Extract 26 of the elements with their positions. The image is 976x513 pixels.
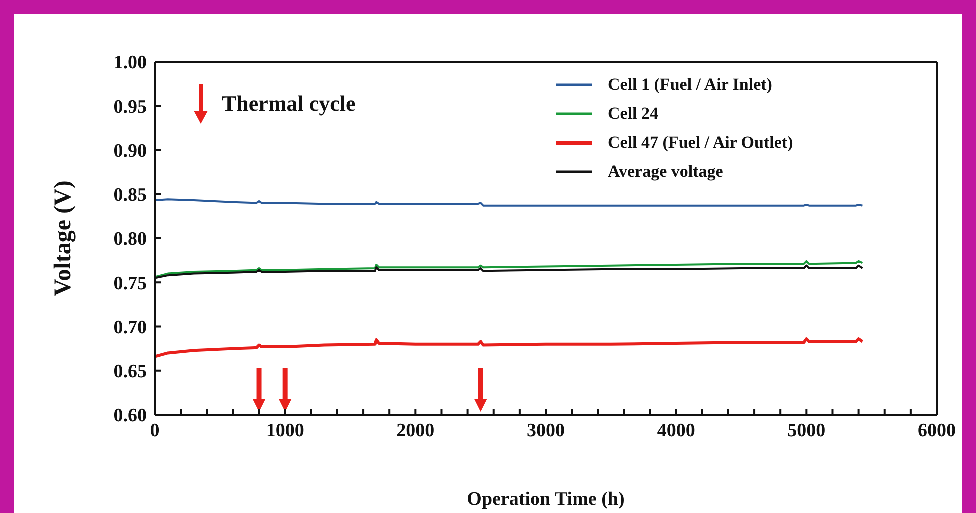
legend-label: Cell 47 (Fuel / Air Outlet) xyxy=(608,132,794,152)
legend-label: Cell 1 (Fuel / Air Inlet) xyxy=(608,74,772,94)
x-tick-label: 4000 xyxy=(657,420,696,442)
x-tick-label: 2000 xyxy=(396,420,435,442)
x-axis-title: Operation Time (h) xyxy=(467,489,625,510)
x-tick-label: 1000 xyxy=(266,420,304,442)
x-tick-label: 3000 xyxy=(527,420,565,442)
y-tick-label: 0.95 xyxy=(114,96,147,118)
y-tick-label: 0.75 xyxy=(114,273,147,294)
y-tick-label: 0.85 xyxy=(114,185,147,206)
annotation: Thermal cycle xyxy=(222,91,356,117)
line-series xyxy=(155,260,864,278)
y-tick-label: 0.80 xyxy=(114,229,147,250)
y-tick-label: 0.70 xyxy=(114,317,147,338)
line-series xyxy=(155,198,864,207)
line-series xyxy=(155,338,864,358)
y-tick-label: 0.90 xyxy=(114,140,147,162)
legend-label: Cell 24 xyxy=(608,104,659,124)
y-axis-title: Voltage (V) xyxy=(50,180,77,296)
x-tick-label: 5000 xyxy=(788,420,826,442)
x-tick-label: 0 xyxy=(150,420,160,442)
legend-label: Average voltage xyxy=(608,162,724,182)
y-tick-label: 1.00 xyxy=(114,52,147,74)
y-tick-label: 0.60 xyxy=(114,406,147,427)
x-tick-label: 6000 xyxy=(918,420,956,442)
y-tick-label: 0.65 xyxy=(114,362,147,383)
